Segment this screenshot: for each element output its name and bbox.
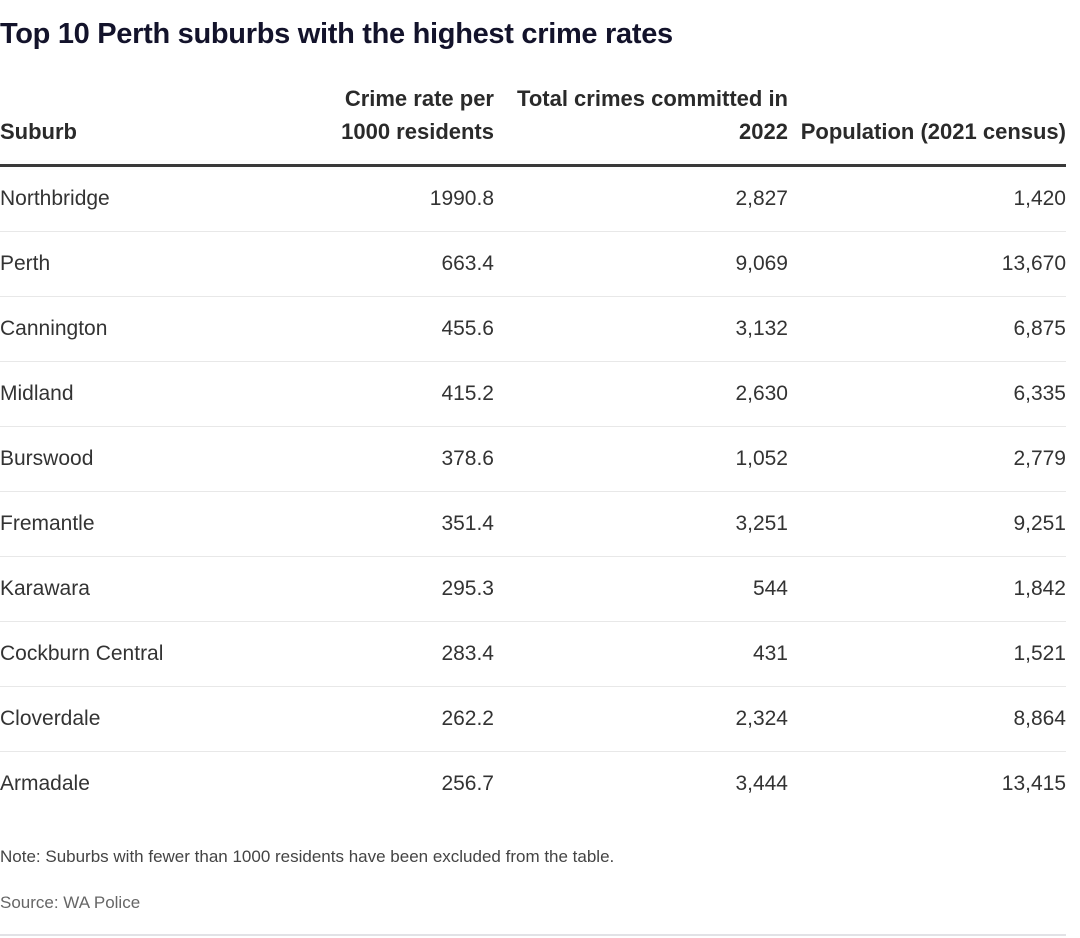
crime-rate-cell: 663.4 — [300, 231, 494, 297]
column-header-crime-rate: Crime rate per 1000 residents — [300, 82, 494, 167]
population-cell: 1,842 — [788, 556, 1066, 622]
total-crimes-cell: 544 — [494, 556, 788, 622]
table-row: Karawara 295.3 544 1,842 — [0, 556, 1066, 622]
table-row: Midland 415.2 2,630 6,335 — [0, 361, 1066, 427]
population-cell: 1,420 — [788, 165, 1066, 232]
column-header-total-crimes: Total crimes committed in 2022 — [494, 82, 788, 167]
total-crimes-cell: 3,132 — [494, 296, 788, 362]
table-body: Northbridge 1990.8 2,827 1,420 Perth 663.4 9,0… — [0, 165, 1066, 817]
suburb-cell: Perth — [0, 231, 300, 297]
chart-title: Top 10 Perth suburbs with the highest cr… — [0, 18, 673, 50]
suburb-cell: Armadale — [0, 772, 90, 795]
population-cell: 8,864 — [788, 686, 1066, 752]
crime-rate-cell: 1990.8 — [300, 165, 494, 232]
total-crimes-cell: 431 — [494, 621, 788, 687]
crime-rate-cell: 378.6 — [300, 426, 494, 492]
table-row: Fremantle 351.4 3,251 9,251 — [0, 491, 1066, 557]
table-note: Note: Suburbs with fewer than 1000 resid… — [0, 847, 615, 866]
total-crimes-cell: 2,324 — [494, 686, 788, 752]
table-header-row: Suburb Crime rate per 1000 residents Tot… — [0, 82, 1066, 167]
suburb-cell: Fremantle — [0, 491, 300, 557]
crime-rate-cell: 283.4 — [300, 621, 494, 687]
suburb-cell: Burswood — [0, 426, 300, 492]
crime-rate-cell: 415.2 — [300, 361, 494, 427]
table-row: Northbridge 1990.8 2,827 1,420 — [0, 165, 1066, 232]
table-row: Cannington 455.6 3,132 6,875 — [0, 296, 1066, 362]
suburb-cell: Cloverdale — [0, 686, 300, 752]
total-crimes-cell: 9,069 — [494, 231, 788, 297]
bottom-divider — [0, 934, 1066, 936]
population-cell: 2,779 — [788, 426, 1066, 492]
table-row: Perth 663.4 9,069 13,670 — [0, 231, 1066, 297]
population-cell: 1,521 — [788, 621, 1066, 687]
crime-rate-cell: 351.4 — [300, 491, 494, 557]
population-cell: 13,415 — [1001, 772, 1066, 795]
crime-rate-cell: 256.7 — [441, 772, 494, 795]
total-crimes-cell: 3,444 — [735, 772, 788, 795]
table-source: Source: WA Police — [0, 893, 141, 912]
crime-rate-cell: 262.2 — [300, 686, 494, 752]
population-cell: 13,670 — [788, 231, 1066, 297]
suburb-cell: Cockburn Central — [0, 621, 300, 687]
suburb-cell: Karawara — [0, 556, 300, 622]
crime-rate-cell: 455.6 — [300, 296, 494, 362]
population-cell: 6,335 — [788, 361, 1066, 427]
suburb-cell: Cannington — [0, 296, 300, 362]
table-row: Armadale 256.7 3,444 13,415 — [0, 752, 1066, 817]
crime-table: Suburb Crime rate per 1000 residents Tot… — [0, 82, 1066, 816]
population-cell: 6,875 — [788, 296, 1066, 362]
total-crimes-cell: 3,251 — [494, 491, 788, 557]
column-header-population: Population (2021 census) — [788, 82, 1066, 167]
column-header-suburb: Suburb — [0, 82, 300, 167]
table-row: Cloverdale 262.2 2,324 8,864 — [0, 686, 1066, 752]
total-crimes-cell: 2,630 — [494, 361, 788, 427]
suburb-cell: Northbridge — [0, 165, 300, 232]
total-crimes-cell: 2,827 — [494, 165, 788, 232]
crime-rate-cell: 295.3 — [300, 556, 494, 622]
table-row: Burswood 378.6 1,052 2,779 — [0, 426, 1066, 492]
suburb-cell: Midland — [0, 361, 300, 427]
total-crimes-cell: 1,052 — [494, 426, 788, 492]
table-row: Cockburn Central 283.4 431 1,521 — [0, 621, 1066, 687]
population-cell: 9,251 — [788, 491, 1066, 557]
